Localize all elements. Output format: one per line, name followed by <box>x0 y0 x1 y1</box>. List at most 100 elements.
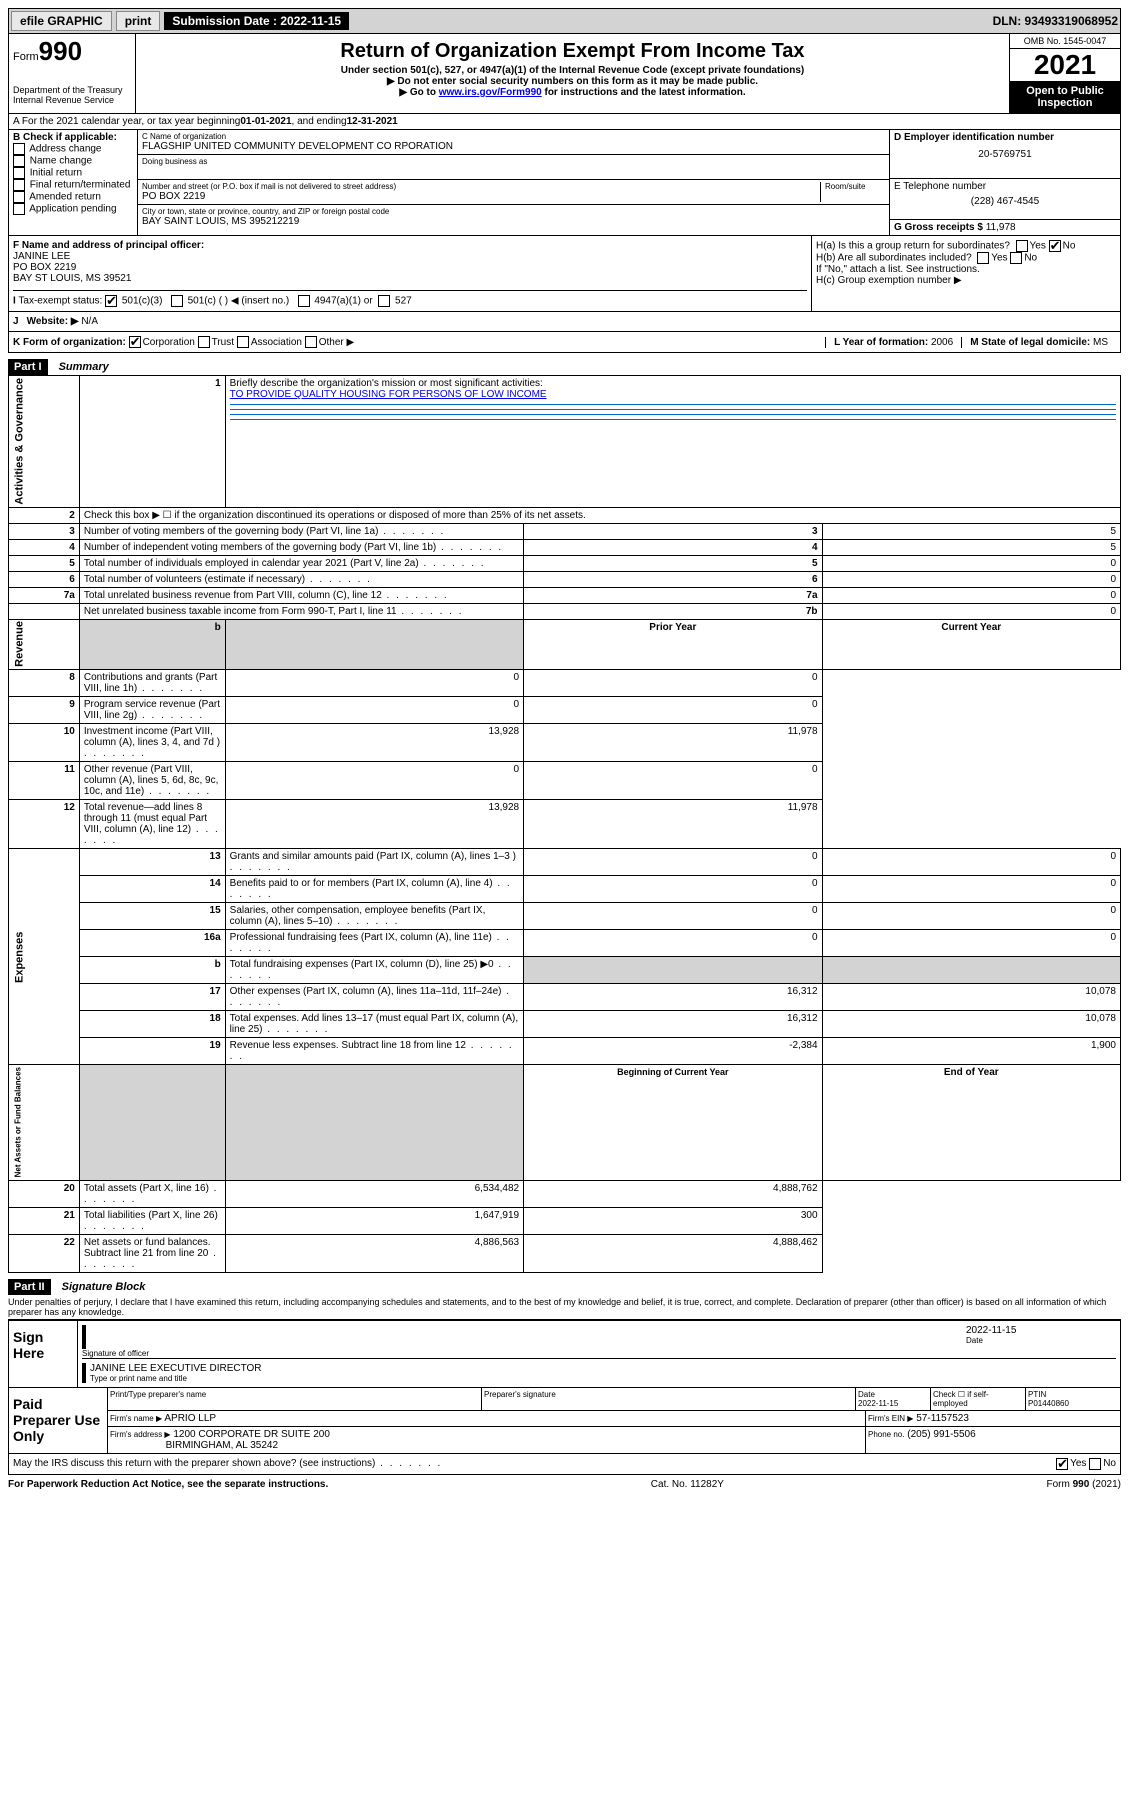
year-begin: 01-01-2021 <box>240 116 291 127</box>
prep-phone: (205) 991-5506 <box>907 1429 975 1440</box>
col-b-label: B Check if applicable: <box>13 132 117 143</box>
name-label: C Name of organization <box>142 132 885 141</box>
table-row: 8Contributions and grants (Part VIII, li… <box>9 670 1121 697</box>
table-row: 17Other expenses (Part IX, column (A), l… <box>9 984 1121 1011</box>
print-button[interactable]: print <box>116 11 161 31</box>
table-row: 2Check this box ▶ ☐ if the organization … <box>9 507 1121 523</box>
col-f: F Name and address of principal officer:… <box>9 236 811 311</box>
ein-label: D Employer identification number <box>894 132 1054 143</box>
city-label: City or town, state or province, country… <box>142 207 885 216</box>
efile-topbar: efile GRAPHIC print Submission Date : 20… <box>8 8 1121 34</box>
efile-label: efile GRAPHIC <box>11 11 112 31</box>
ha-label: H(a) Is this a group return for subordin… <box>816 240 1116 252</box>
table-row: Expenses13Grants and similar amounts pai… <box>9 849 1121 876</box>
title-cell: Return of Organization Exempt From Incom… <box>136 34 1009 113</box>
penalties-text: Under penalties of perjury, I declare th… <box>8 1295 1121 1319</box>
table-row: 10Investment income (Part VIII, column (… <box>9 724 1121 762</box>
paid-preparer-label: Paid Preparer Use Only <box>9 1388 107 1453</box>
sub3: ▶ Go to www.irs.gov/Form990 for instruct… <box>140 87 1005 98</box>
hc-label: H(c) Group exemption number ▶ <box>816 275 1116 286</box>
discuss-row: May the IRS discuss this return with the… <box>8 1454 1121 1475</box>
discuss-yes[interactable] <box>1056 1458 1068 1470</box>
part2-header: Part II <box>8 1279 51 1295</box>
gross-value: 11,978 <box>986 222 1016 233</box>
f-label: F Name and address of principal officer: <box>13 240 204 251</box>
other-checkbox[interactable] <box>305 336 317 348</box>
checkbox-item: Amended return <box>13 191 133 203</box>
col-h: H(a) Is this a group return for subordin… <box>811 236 1120 311</box>
org-name: FLAGSHIP UNITED COMMUNITY DEVELOPMENT CO… <box>142 141 885 152</box>
discuss-no[interactable] <box>1089 1458 1101 1470</box>
table-row: 21Total liabilities (Part X, line 26)1,6… <box>9 1207 1121 1234</box>
form-header: Form990 Department of the Treasury Inter… <box>8 34 1121 114</box>
table-row: 18Total expenses. Add lines 13–17 (must … <box>9 1011 1121 1038</box>
part1-header-row: Part I Summary <box>8 353 1121 375</box>
part2-header-row: Part II Signature Block <box>8 1273 1121 1295</box>
hb-no[interactable] <box>1010 252 1022 264</box>
table-row: 16aProfessional fundraising fees (Part I… <box>9 930 1121 957</box>
part2-title: Signature Block <box>62 1281 146 1293</box>
trust-checkbox[interactable] <box>198 336 210 348</box>
527-checkbox[interactable] <box>378 295 390 307</box>
table-row: 5Total number of individuals employed in… <box>9 555 1121 571</box>
check-self: Check ☐ if self-employed <box>931 1388 1026 1410</box>
hb-yes[interactable] <box>977 252 989 264</box>
summary-table: Activities & Governance 1 Briefly descri… <box>8 375 1121 1273</box>
table-row: 22Net assets or fund balances. Subtract … <box>9 1234 1121 1272</box>
type-name-label: Type or print name and title <box>90 1374 1116 1383</box>
table-row: bTotal fundraising expenses (Part IX, co… <box>9 957 1121 984</box>
vert-netassets: Net Assets or Fund Balances <box>9 1065 80 1180</box>
ha-yes[interactable] <box>1016 240 1028 252</box>
form-number-cell: Form990 Department of the Treasury Inter… <box>9 34 136 113</box>
irs-link[interactable]: www.irs.gov/Form990 <box>439 87 542 98</box>
gross-label: G Gross receipts $ <box>894 222 983 233</box>
submission-date: Submission Date : 2022-11-15 <box>164 12 349 30</box>
year-formation: 2006 <box>931 337 953 348</box>
room-label: Room/suite <box>821 182 885 202</box>
checkbox-item: Application pending <box>13 203 133 215</box>
open-inspection: Open to Public Inspection <box>1010 81 1120 113</box>
footer-mid: Cat. No. 11282Y <box>651 1479 724 1490</box>
dba-label: Doing business as <box>142 157 885 166</box>
row-a-tax-year: A For the 2021 calendar year, or tax yea… <box>8 114 1121 130</box>
phone-label: E Telephone number <box>894 181 1116 192</box>
sig-date: 2022-11-15 <box>966 1325 1116 1336</box>
discuss-text: May the IRS discuss this return with the… <box>13 1458 442 1470</box>
part1-title: Summary <box>59 361 109 373</box>
sign-here-label: Sign Here <box>9 1321 77 1387</box>
checkbox-item: Name change <box>13 155 133 167</box>
eoy-header: End of Year <box>822 1065 1120 1180</box>
irs-label: Internal Revenue Service <box>13 95 131 105</box>
assoc-checkbox[interactable] <box>237 336 249 348</box>
table-row: 4Number of independent voting members of… <box>9 539 1121 555</box>
checkbox-item: Initial return <box>13 167 133 179</box>
4947-checkbox[interactable] <box>298 295 310 307</box>
prep-name-label: Print/Type preparer's name <box>108 1388 482 1410</box>
firm-addr1: 1200 CORPORATE DR SUITE 200 <box>173 1429 330 1440</box>
date-label: Date <box>966 1336 1116 1345</box>
prep-sig-label: Preparer's signature <box>482 1388 856 1410</box>
officer-name: JANINE LEE <box>13 251 807 262</box>
table-row: 19Revenue less expenses. Subtract line 1… <box>9 1038 1121 1065</box>
section-bcd: B Check if applicable: Address change Na… <box>8 130 1121 236</box>
table-row: 9Program service revenue (Part VIII, lin… <box>9 697 1121 724</box>
row-j: J Website: ▶ N/A <box>8 312 1121 332</box>
table-row: 20Total assets (Part X, line 16)6,534,48… <box>9 1180 1121 1207</box>
current-year-header: Current Year <box>822 619 1120 670</box>
corp-checkbox[interactable] <box>129 336 141 348</box>
sub2: ▶ Do not enter social security numbers o… <box>140 76 1005 87</box>
vert-expenses: Expenses <box>9 849 80 1065</box>
footer-right: Form 990 (2021) <box>1047 1479 1122 1490</box>
year-cell: OMB No. 1545-0047 2021 Open to Public In… <box>1009 34 1120 113</box>
part1-header: Part I <box>8 359 48 375</box>
firm-ein: 57-1157523 <box>916 1413 969 1424</box>
501c3-checkbox[interactable] <box>105 295 117 307</box>
k-label: K Form of organization: <box>13 337 126 348</box>
ha-no[interactable] <box>1049 240 1061 252</box>
501c-checkbox[interactable] <box>171 295 183 307</box>
form-title: Return of Organization Exempt From Incom… <box>140 40 1005 63</box>
dept-label: Department of the Treasury <box>13 85 131 95</box>
table-row: 12Total revenue—add lines 8 through 11 (… <box>9 800 1121 849</box>
signature-block: Sign Here Signature of officer 2022-11-1… <box>8 1319 1121 1454</box>
firm-name: APRIO LLP <box>164 1413 216 1424</box>
